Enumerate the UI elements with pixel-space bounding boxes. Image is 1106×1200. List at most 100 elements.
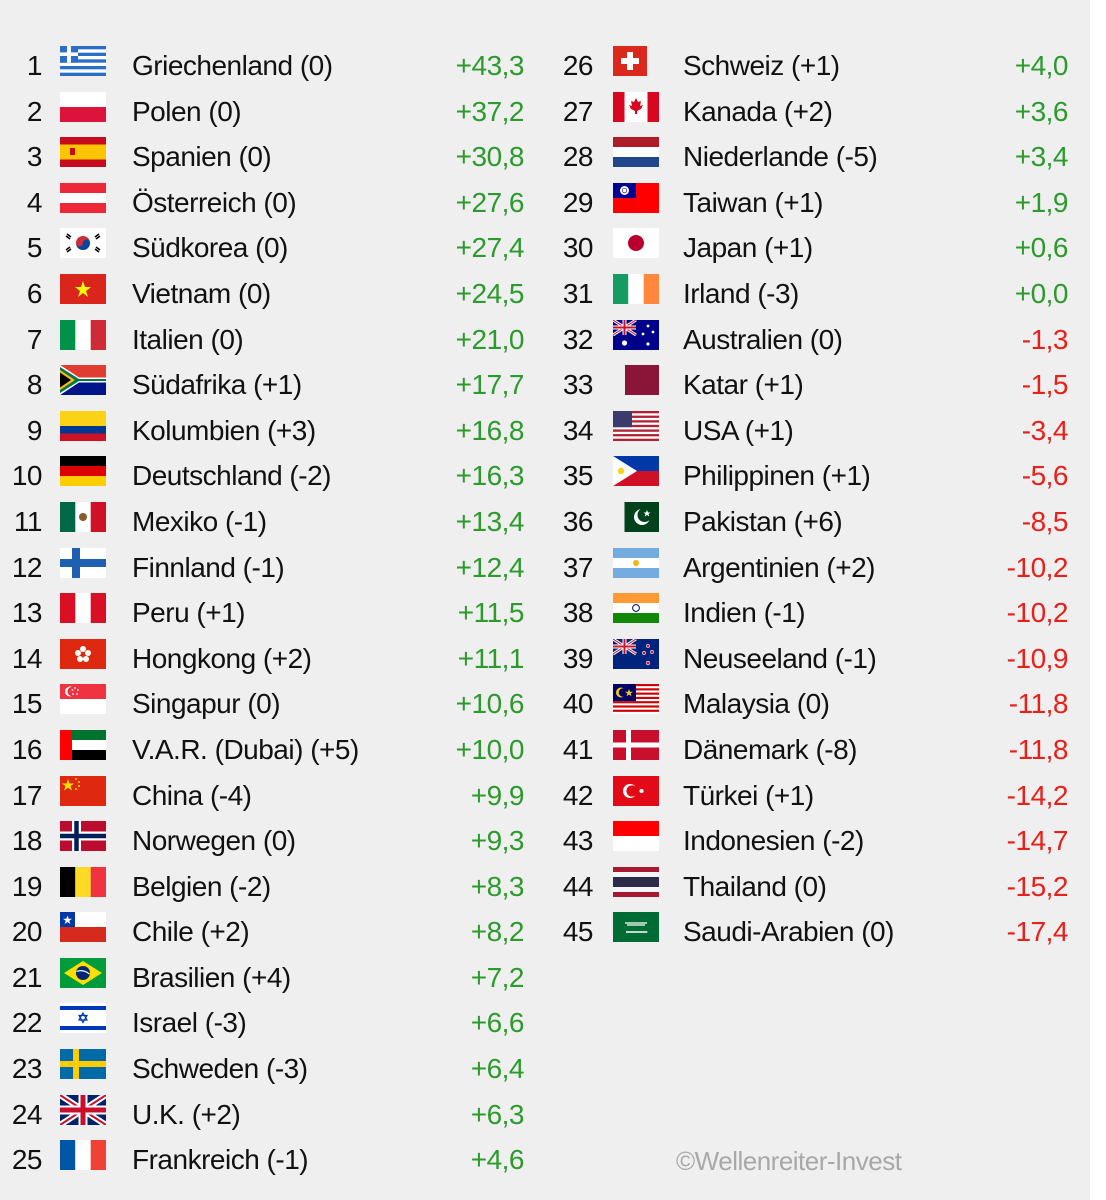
uae-flag-icon <box>60 729 106 760</box>
ranking-row: 32 Australien (0) -1,3 <box>556 318 1084 364</box>
copyright-note: ©Wellenreiter-Invest <box>676 1146 902 1176</box>
country-name: Finnland (-1) <box>132 551 285 583</box>
performance-value: -3,4 <box>1021 414 1069 446</box>
belgium-flag-icon <box>60 866 106 897</box>
italy-flag-icon <box>60 319 106 350</box>
rank-number: 4 <box>26 186 43 218</box>
country-name: Irland (-3) <box>683 277 799 309</box>
rank-number: 14 <box>11 642 43 674</box>
rank-number: 44 <box>562 870 594 902</box>
rank-number: 29 <box>562 186 594 218</box>
vietnam-flag-icon <box>60 273 106 304</box>
performance-value: +30,8 <box>455 141 525 173</box>
rank-number: 25 <box>11 1144 43 1176</box>
rank-number: 7 <box>26 323 43 355</box>
country-name: Kolumbien (+3) <box>132 414 316 446</box>
ranking-row: 38 Indien (-1) -10,2 <box>556 591 1084 637</box>
performance-value: +27,6 <box>455 186 525 218</box>
ranking-row: 30 Japan (+1) +0,6 <box>556 226 1084 272</box>
ranking-row: 40 Malaysia (0) -11,8 <box>556 682 1084 728</box>
country-name: Philippinen (+1) <box>683 460 871 492</box>
performance-value: -5,6 <box>1021 460 1069 492</box>
saudi-arabia-flag-icon <box>613 912 659 943</box>
ranking-column-right: 26 Schweiz (+1) +4,0 27 Kanada (+2) +3,6 28 Nie… <box>556 44 1084 956</box>
ranking-row: 14 Hongkong (+2) +11,1 <box>0 637 540 683</box>
philippines-flag-icon <box>613 456 659 487</box>
rank-number: 31 <box>562 277 594 309</box>
rank-number: 8 <box>26 369 43 401</box>
turkey-flag-icon <box>613 775 659 806</box>
country-name: Saudi-Arabien (0) <box>683 916 894 948</box>
poland-flag-icon <box>60 91 106 122</box>
rank-number: 6 <box>26 277 43 309</box>
country-name: Mexiko (-1) <box>132 505 267 537</box>
country-name: Taiwan (+1) <box>683 186 824 218</box>
performance-value: +8,3 <box>470 870 525 902</box>
ranking-row: 16 V.A.R. (Dubai) (+5) +10,0 <box>0 728 540 774</box>
rank-number: 37 <box>562 551 594 583</box>
ireland-flag-icon <box>613 273 659 304</box>
uk-flag-icon <box>60 1094 106 1125</box>
performance-value: +4,6 <box>470 1144 525 1176</box>
country-name: Neuseeland (-1) <box>683 642 877 674</box>
performance-value: -10,2 <box>1006 597 1069 629</box>
country-name: U.K. (+2) <box>132 1098 241 1130</box>
usa-flag-icon <box>613 410 659 441</box>
taiwan-flag-icon <box>613 182 659 213</box>
ranking-row: 24 U.K. (+2) +6,3 <box>0 1093 540 1139</box>
rank-number: 32 <box>562 323 594 355</box>
country-name: Südkorea (0) <box>132 232 288 264</box>
country-name: Türkei (+1) <box>683 779 814 811</box>
ranking-row: 2 Polen (0) +37,2 <box>0 90 540 136</box>
ranking-row: 35 Philippinen (+1) -5,6 <box>556 454 1084 500</box>
south-africa-flag-icon <box>60 365 106 396</box>
country-name: Singapur (0) <box>132 688 281 720</box>
mexico-flag-icon <box>60 501 106 532</box>
ranking-row: 13 Peru (+1) +11,5 <box>0 591 540 637</box>
rank-number: 16 <box>11 733 43 765</box>
rank-number: 34 <box>562 414 594 446</box>
performance-value: -11,8 <box>1008 688 1069 720</box>
rank-number: 28 <box>562 141 594 173</box>
country-name: Pakistan (+6) <box>683 505 843 537</box>
rank-number: 42 <box>562 779 594 811</box>
performance-value: +6,6 <box>470 1007 525 1039</box>
finland-flag-icon <box>60 547 106 578</box>
ranking-row: 21 Brasilien (+4) +7,2 <box>0 956 540 1002</box>
performance-value: -14,2 <box>1006 779 1069 811</box>
ranking-row: 23 Schweden (-3) +6,4 <box>0 1047 540 1093</box>
rank-number: 33 <box>562 369 594 401</box>
performance-value: -11,8 <box>1008 733 1069 765</box>
performance-value: +7,2 <box>470 961 525 993</box>
rank-number: 5 <box>26 232 43 264</box>
country-name: USA (+1) <box>683 414 794 446</box>
performance-value: +3,6 <box>1014 95 1069 127</box>
country-name: Brasilien (+4) <box>132 961 291 993</box>
country-name: Belgien (-2) <box>132 870 271 902</box>
chile-flag-icon <box>60 912 106 943</box>
ranking-row: 28 Niederlande (-5) +3,4 <box>556 135 1084 181</box>
rank-number: 40 <box>562 688 594 720</box>
performance-value: +17,7 <box>455 369 525 401</box>
rank-number: 27 <box>562 95 594 127</box>
rank-number: 3 <box>26 141 43 173</box>
rank-number: 9 <box>26 414 43 446</box>
ranking-row: 22 Israel (-3) +6,6 <box>0 1001 540 1047</box>
performance-value: +3,4 <box>1014 141 1069 173</box>
ranking-row: 18 Norwegen (0) +9,3 <box>0 819 540 865</box>
rank-number: 18 <box>11 825 43 857</box>
ranking-row: 26 Schweiz (+1) +4,0 <box>556 44 1084 90</box>
performance-value: -14,7 <box>1006 825 1069 857</box>
ranking-row: 44 Thailand (0) -15,2 <box>556 865 1084 911</box>
ranking-row: 5 Südkorea (0) +27,4 <box>0 226 540 272</box>
ranking-row: 37 Argentinien (+2) -10,2 <box>556 546 1084 592</box>
ranking-column-left: 1 Griechenland (0) +43,3 2 Polen (0) +37,2 3 Sp… <box>0 44 540 1184</box>
ranking-row: 6 Vietnam (0) +24,5 <box>0 272 540 318</box>
ranking-row: 41 Dänemark (-8) -11,8 <box>556 728 1084 774</box>
rank-number: 41 <box>562 733 594 765</box>
canada-flag-icon <box>613 91 659 122</box>
rank-number: 24 <box>11 1098 43 1130</box>
ranking-row: 7 Italien (0) +21,0 <box>0 318 540 364</box>
rank-number: 22 <box>11 1007 43 1039</box>
thailand-flag-icon <box>613 866 659 897</box>
